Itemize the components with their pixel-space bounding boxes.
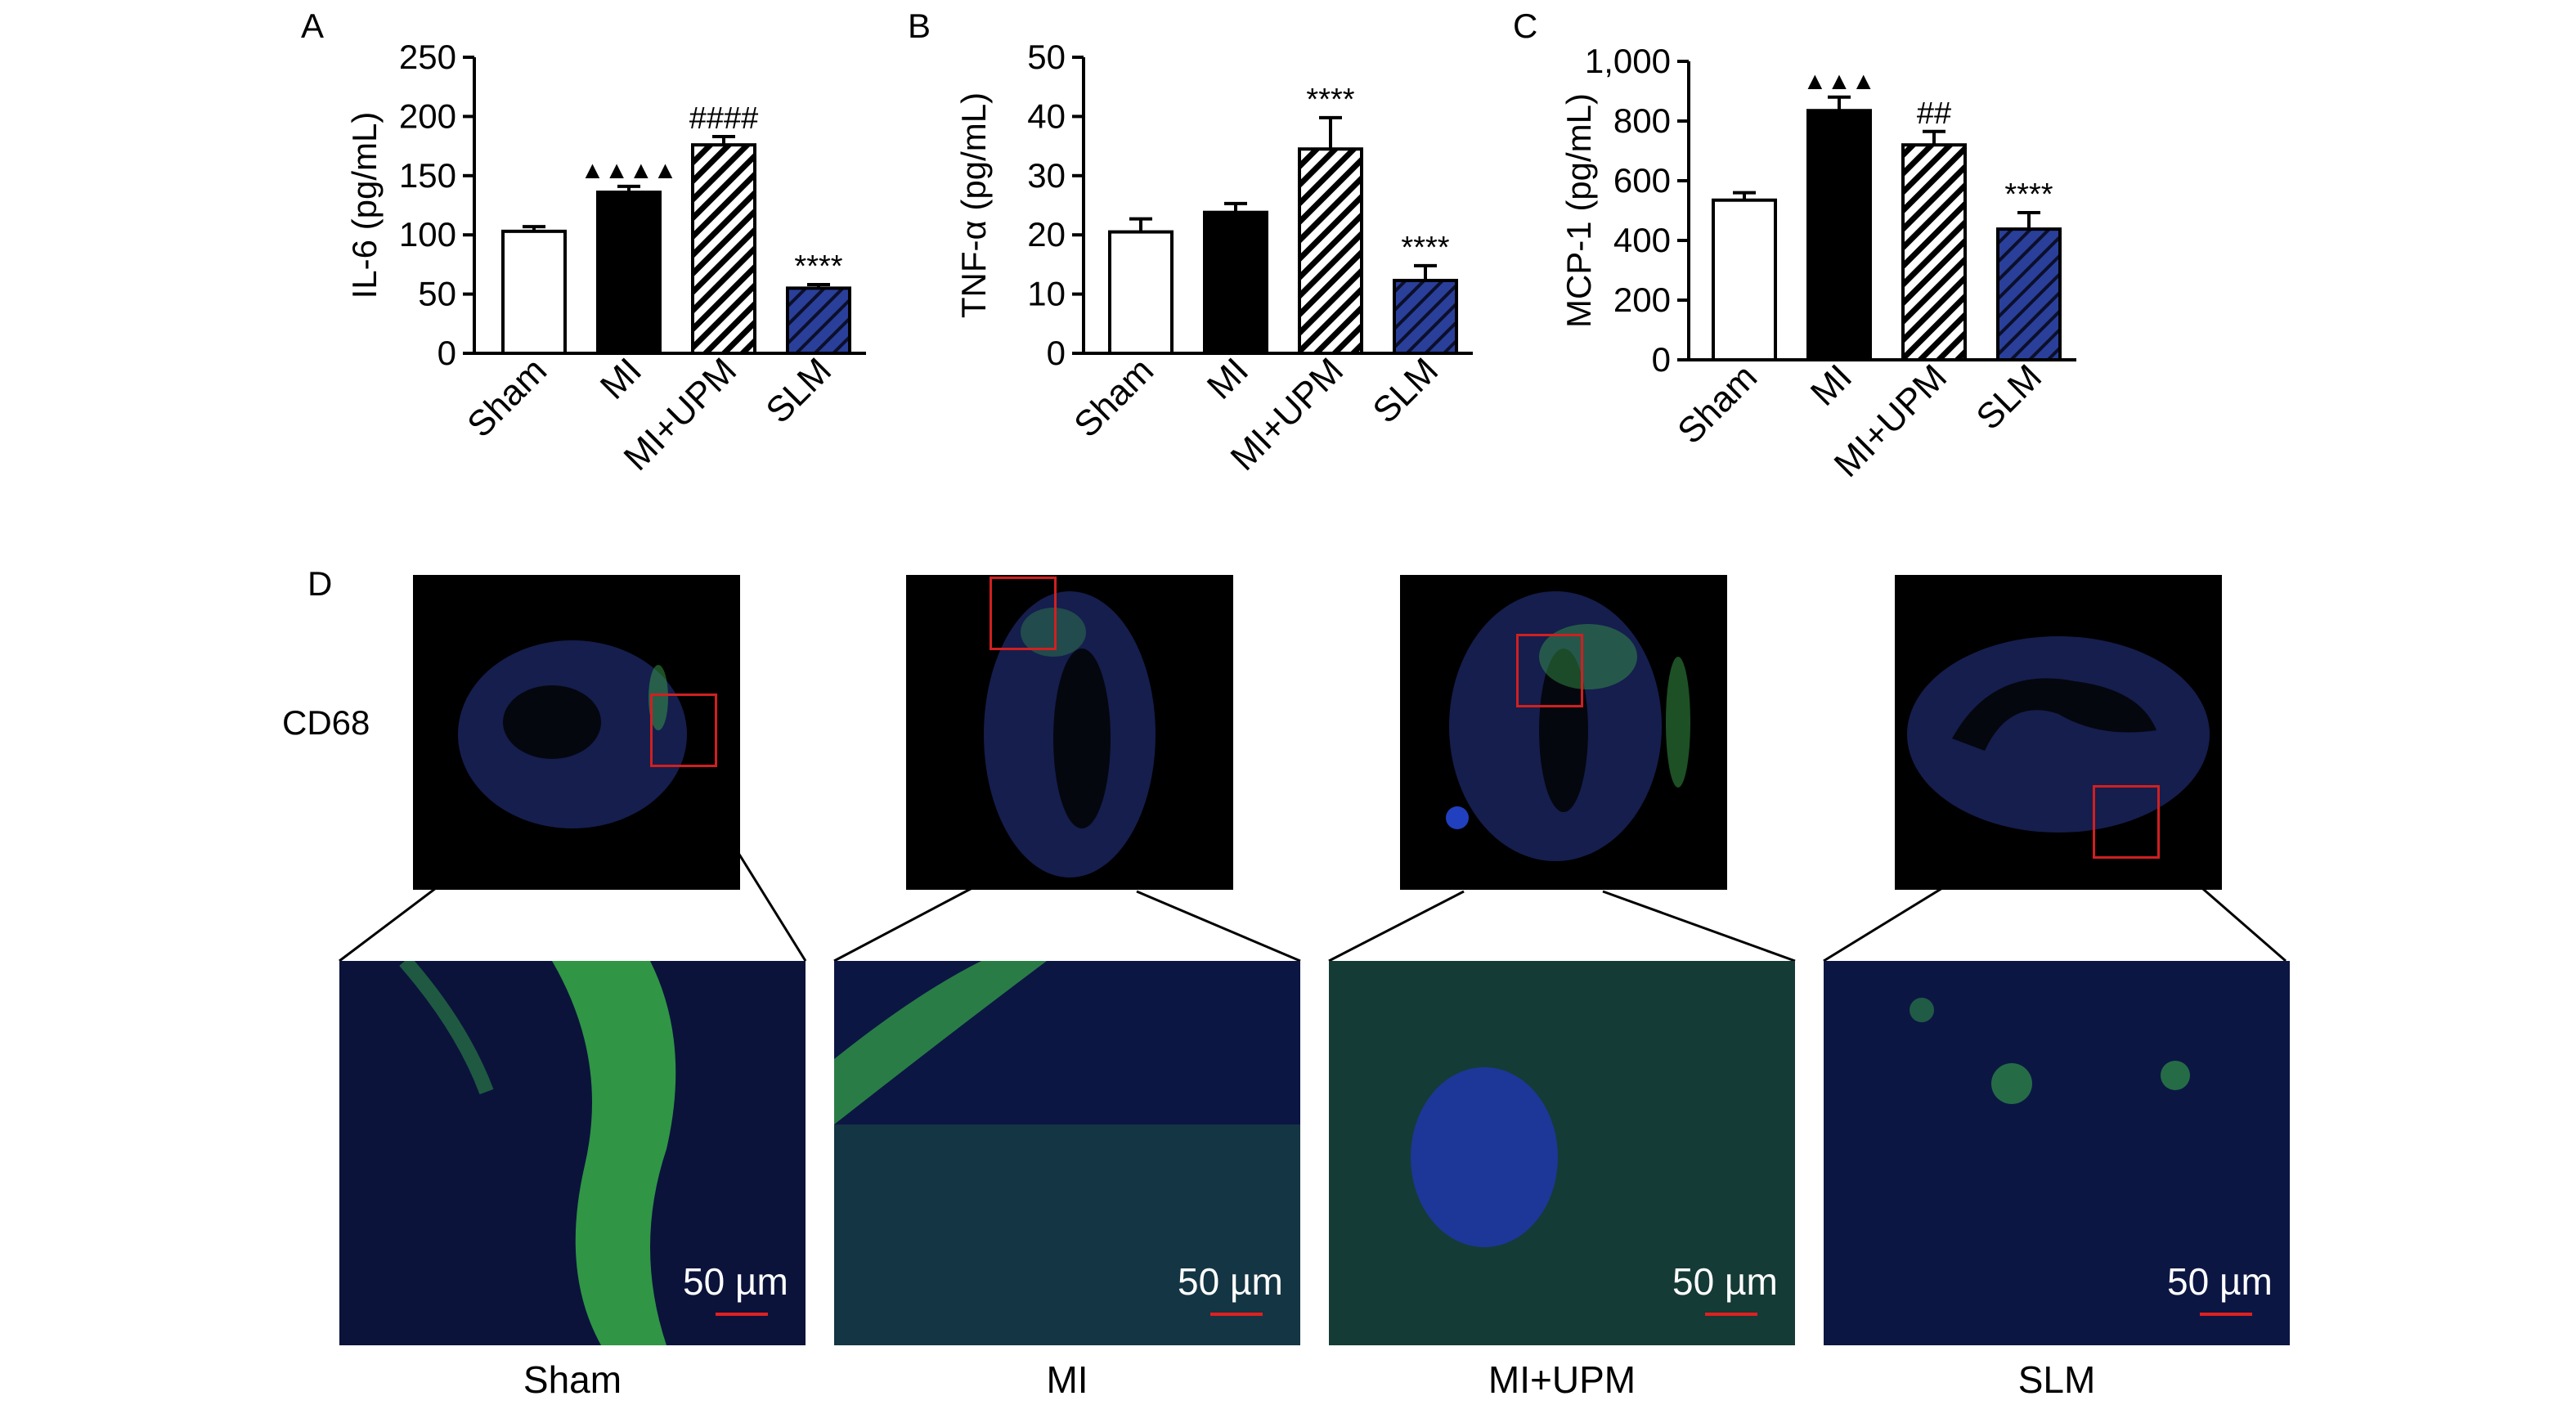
y-tick-label: 200 <box>399 97 456 135</box>
bar-slm <box>786 286 851 355</box>
y-axis-label: TNF-α (pg/mL) <box>954 92 993 318</box>
bar-sham <box>501 229 567 355</box>
caption-sham: Sham <box>523 1358 622 1401</box>
caption-mi-upm: MI+UPM <box>1488 1358 1636 1401</box>
y-tick-label: 30 <box>1027 156 1066 195</box>
significance-mi-upm: #### <box>689 101 759 136</box>
zoom-image-mi-upm: 50 µm <box>1329 961 1795 1345</box>
significance-mi: ▲▲▲ <box>1802 68 1875 95</box>
panel-letter-b: B <box>908 7 931 45</box>
roi-box <box>1516 634 1583 707</box>
significance-slm: **** <box>2004 177 2053 212</box>
y-tick-label: 150 <box>399 156 456 195</box>
panel-letter-a: A <box>301 7 325 45</box>
zoom-image-mi: 50 µm <box>834 961 1300 1345</box>
caption-mi: MI <box>1046 1358 1088 1401</box>
bar-mi <box>1203 210 1268 355</box>
y-axis-label: MCP-1 (pg/mL) <box>1560 93 1598 328</box>
y-tick-label: 0 <box>438 334 456 372</box>
y-tick-label: 50 <box>1027 38 1066 76</box>
y-tick-label: 10 <box>1027 275 1066 313</box>
connector-line <box>833 882 982 963</box>
significance-slm: **** <box>1401 231 1449 265</box>
bar-mi-upm <box>691 143 756 355</box>
roi-box <box>650 694 717 767</box>
y-tick-label: 20 <box>1027 215 1066 254</box>
bar-sham <box>1712 198 1777 361</box>
y-tick-label: 400 <box>1613 221 1671 259</box>
panel-letter-c: C <box>1513 7 1538 45</box>
y-tick-label: 1,000 <box>1585 42 1671 80</box>
marker-label-cd68: CD68 <box>282 703 370 742</box>
thumbnail-slm <box>1895 575 2222 890</box>
significance-mi: ▲▲▲▲ <box>581 157 678 184</box>
y-tick-label: 800 <box>1613 101 1671 140</box>
thumbnail-mi-upm <box>1400 575 1727 890</box>
roi-box <box>990 577 1057 650</box>
y-tick-label: 40 <box>1027 97 1066 135</box>
thumbnail-mi <box>906 575 1233 890</box>
y-axis-label: IL-6 (pg/mL) <box>345 112 384 299</box>
bar-mi-upm <box>1901 143 1967 361</box>
roi-box <box>2093 785 2160 859</box>
bar-mi <box>1806 109 1872 361</box>
bar-mi <box>596 191 662 355</box>
scalebar-label: 50 µm <box>683 1260 788 1303</box>
bar-slm <box>1393 278 1458 355</box>
panel-letter-d: D <box>307 564 333 603</box>
caption-slm: SLM <box>2017 1358 2096 1401</box>
y-tick-label: 50 <box>418 275 456 313</box>
y-tick-label: 100 <box>399 215 456 254</box>
scalebar-label: 50 µm <box>1672 1260 1778 1303</box>
y-tick-label: 0 <box>1047 334 1066 372</box>
scalebar-line <box>1705 1313 1757 1316</box>
scalebar-line <box>2200 1313 2252 1316</box>
connector-line <box>1328 890 1465 963</box>
significance-slm: **** <box>794 249 842 284</box>
bar-mi-upm <box>1298 147 1363 355</box>
connector-line <box>1602 890 1796 963</box>
bar-sham <box>1108 230 1174 355</box>
significance-mi-upm: ## <box>1917 97 1951 131</box>
thumbnail-sham <box>413 575 740 890</box>
zoom-image-slm: 50 µm <box>1824 961 2290 1345</box>
y-tick-label: 600 <box>1613 161 1671 200</box>
scalebar-label: 50 µm <box>1178 1260 1283 1303</box>
bar-slm <box>1996 227 2062 361</box>
scalebar-label: 50 µm <box>2167 1260 2273 1303</box>
zoom-image-sham: 50 µm <box>339 961 806 1345</box>
scalebar-line <box>1210 1313 1263 1316</box>
significance-mi-upm: **** <box>1306 83 1354 117</box>
connector-line <box>1136 890 1301 963</box>
y-tick-label: 250 <box>399 38 456 76</box>
scalebar-line <box>716 1313 768 1316</box>
y-tick-label: 200 <box>1613 281 1671 319</box>
y-tick-label: 0 <box>1652 340 1671 379</box>
